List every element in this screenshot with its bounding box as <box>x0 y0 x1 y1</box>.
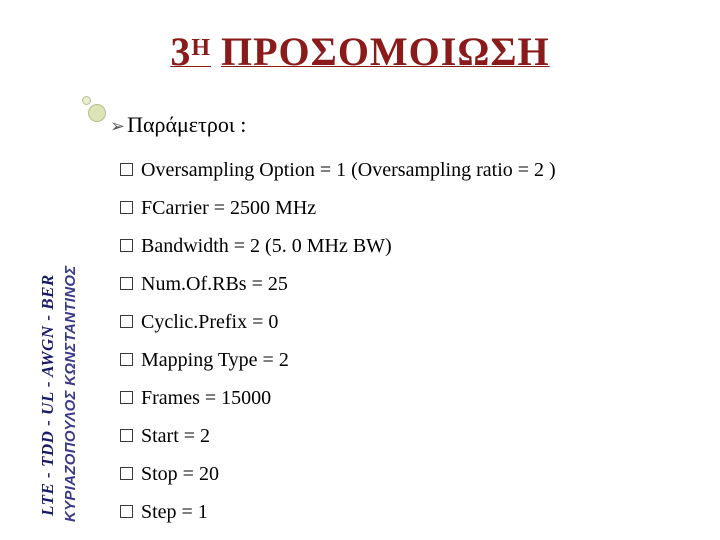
bubble-small <box>82 96 91 105</box>
vertical-sidetext: LTE - TDD - UL - AWGN - BER ΚΥΡΙΑΖΟΠΟΥΛΟ… <box>10 120 100 520</box>
slide-title: 3Η ΠΡΟΣΟΜΟΙΩΣΗ <box>170 28 549 75</box>
list-item: Start = 2 <box>120 424 556 448</box>
parameters-list: Oversampling Option = 1 (Oversampling ra… <box>120 158 556 538</box>
square-bullet-icon <box>120 391 133 404</box>
list-item: Mapping Type = 2 <box>120 348 556 372</box>
list-item: Oversampling Option = 1 (Oversampling ra… <box>120 158 556 182</box>
title-rest: ΠΡΟΣΟΜΟΙΩΣΗ <box>221 29 550 74</box>
square-bullet-icon <box>120 429 133 442</box>
list-item: Frames = 15000 <box>120 386 556 410</box>
square-bullet-icon <box>120 505 133 518</box>
square-bullet-icon <box>120 353 133 366</box>
square-bullet-icon <box>120 277 133 290</box>
list-item: FCarrier = 2500 MHz <box>120 196 556 220</box>
list-item: Cyclic.Prefix = 0 <box>120 310 556 334</box>
square-bullet-icon <box>120 163 133 176</box>
list-item: Num.Of.RBs = 25 <box>120 272 556 296</box>
title-number: 3 <box>170 29 191 74</box>
arrow-bullet-icon: ➢ <box>110 116 125 136</box>
item-text: Stop = 20 <box>141 463 219 485</box>
item-text: Bandwidth = 2 (5. 0 MHz BW) <box>141 235 392 257</box>
slide: 3Η ΠΡΟΣΟΜΟΙΩΣΗ ➢Παράμετροι : Oversampling… <box>0 0 720 540</box>
list-item: Stop = 20 <box>120 462 556 486</box>
parameters-header: ➢Παράμετροι : <box>110 112 246 138</box>
title-wrap: 3Η ΠΡΟΣΟΜΟΙΩΣΗ <box>0 28 720 75</box>
item-text: Step = 1 <box>141 501 208 523</box>
title-superscript: Η <box>191 35 211 61</box>
square-bullet-icon <box>120 201 133 214</box>
item-text: Frames = 15000 <box>141 387 271 409</box>
item-text: Start = 2 <box>141 425 210 447</box>
list-item: Bandwidth = 2 (5. 0 MHz BW) <box>120 234 556 258</box>
item-text: Num.Of.RBs = 25 <box>141 273 288 295</box>
square-bullet-icon <box>120 239 133 252</box>
sidetext-line-1: LTE - TDD - UL - AWGN - BER <box>38 274 58 516</box>
list-item: Step = 1 <box>120 500 556 524</box>
sidetext-line-2: ΚΥΡΙΑΖΟΠΟΥΛΟΣ ΚΩΝΣΤΑΝΤΙΝΟΣ <box>62 266 79 523</box>
parameters-label: Παράμετροι : <box>127 112 246 137</box>
item-text: Mapping Type = 2 <box>141 349 289 371</box>
item-text: Cyclic.Prefix = 0 <box>141 311 278 333</box>
square-bullet-icon <box>120 467 133 480</box>
item-text: Oversampling Option = 1 (Oversampling ra… <box>141 159 556 181</box>
item-text: FCarrier = 2500 MHz <box>141 197 316 219</box>
square-bullet-icon <box>120 315 133 328</box>
